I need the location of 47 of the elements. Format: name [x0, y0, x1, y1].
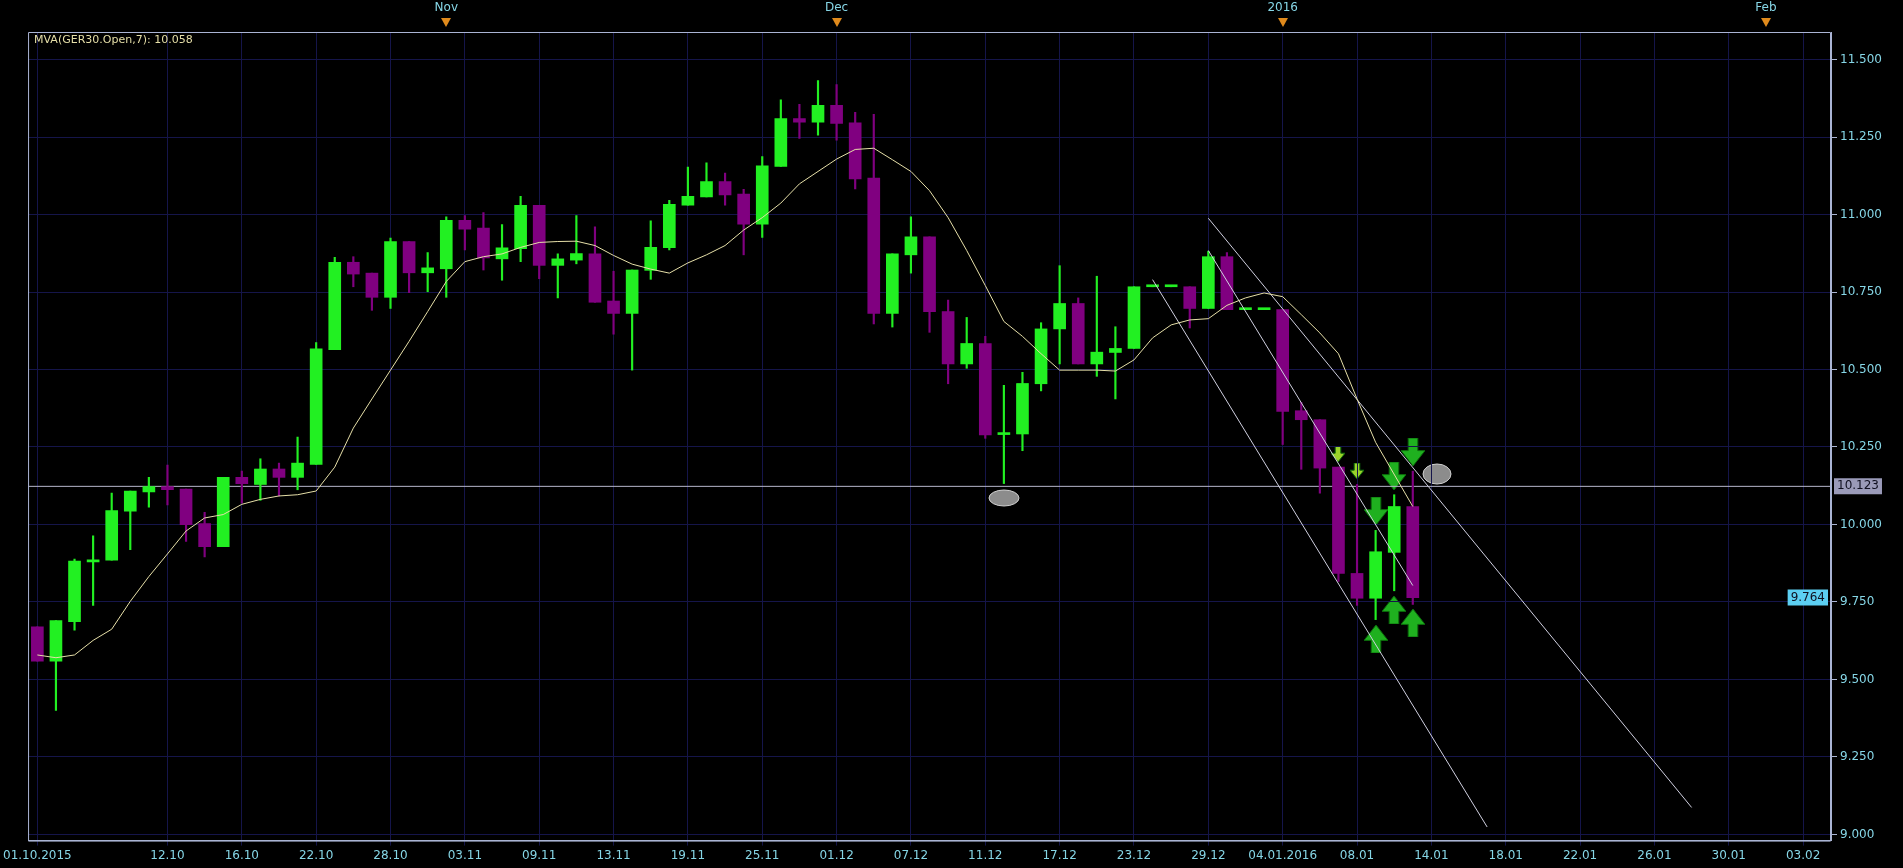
candlestick: [793, 103, 806, 139]
y-tick-label: 10.750: [1840, 284, 1882, 299]
x-tick-label: 22.10: [298, 847, 334, 862]
x-tick-label: 18.01: [1488, 847, 1523, 862]
ref-line-label: 10.123: [1837, 478, 1879, 493]
y-tick-label: 9.500: [1840, 671, 1875, 686]
annotation: 9.764: [1790, 589, 1826, 604]
x-tick-label: 04.01.2016: [1248, 847, 1318, 862]
text: Feb: [1755, 0, 1777, 15]
y-tick-label: 11.250: [1840, 129, 1882, 144]
candlestick: [607, 270, 620, 335]
y-tick-label: 10.250: [1840, 439, 1882, 454]
y-tick-label: 10.000: [1840, 516, 1882, 531]
x-tick-label: 22.01: [1562, 847, 1598, 862]
y-tick-label: 9.000: [1840, 826, 1875, 841]
x-tick-label: 11.12: [968, 847, 1003, 862]
x-tick-label: 14.01: [1414, 847, 1449, 862]
y-tick-label: 10.500: [1840, 361, 1882, 376]
x-tick-label: 17.12: [1042, 847, 1077, 862]
x-tick-label: 07.12: [893, 847, 929, 862]
candlestick: [161, 464, 174, 506]
x-tick-label: 13.11: [596, 847, 631, 862]
candlestick: [291, 436, 304, 491]
x-tick-label: 25.11: [745, 847, 780, 862]
y-tick-label: 9.250: [1840, 749, 1875, 764]
x-tick-label: 01.10.2015: [2, 847, 72, 862]
y-tick-label: 11.500: [1840, 51, 1882, 66]
text: 2016: [1267, 0, 1298, 15]
x-tick-label: 08.01: [1339, 847, 1375, 862]
candlestick: [997, 384, 1011, 484]
x-tick-label: 23.12: [1116, 847, 1152, 862]
text: Dec: [824, 0, 849, 15]
y-tick-label: 11.000: [1840, 206, 1882, 221]
x-tick-label: 12.10: [150, 847, 185, 862]
x-tick-label: 03.11: [447, 847, 483, 862]
x-tick-label: 29.12: [1191, 847, 1226, 862]
x-tick-label: 09.11: [522, 847, 557, 862]
x-tick-label: 19.11: [670, 847, 706, 862]
text: MVA(GER30.Open,7): 10.058: [34, 32, 193, 46]
x-tick-label: 28.10: [373, 847, 408, 862]
x-tick-label: 01.12: [819, 847, 854, 862]
text: Nov: [434, 0, 458, 15]
y-tick-label: 9.750: [1840, 594, 1875, 609]
x-tick-label: 03.02: [1785, 847, 1821, 862]
x-tick-label: 16.10: [224, 847, 259, 862]
x-tick-label: 26.01: [1637, 847, 1672, 862]
x-tick-label: 30.01: [1711, 847, 1746, 862]
